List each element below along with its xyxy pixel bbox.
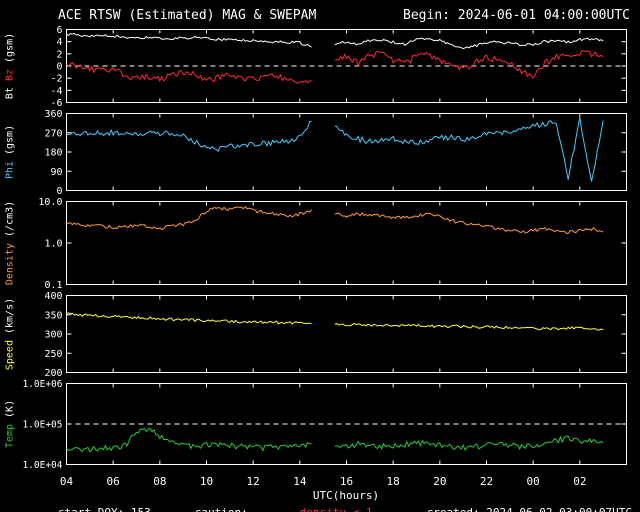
svg-text:10.0: 10.0 xyxy=(38,197,62,208)
svg-text:1.0E+05: 1.0E+05 xyxy=(22,420,62,431)
svg-text:6: 6 xyxy=(56,25,62,36)
svg-text:-2: -2 xyxy=(50,74,62,85)
header: ACE RTSW (Estimated) MAG & SWEPAM Begin:… xyxy=(0,0,640,29)
plot-density: 10.0 1.0 0.1 xyxy=(38,197,627,291)
svg-text:400: 400 xyxy=(44,291,62,302)
caution-label: caution: xyxy=(195,506,248,512)
mag-units-label: (gsm) xyxy=(4,32,16,63)
x-tick-label: 20 xyxy=(433,475,447,488)
start-doy-label: start DOY: 153 xyxy=(58,506,151,512)
x-tick-label: 22 xyxy=(479,475,494,488)
svg-text:-4: -4 xyxy=(50,86,62,97)
svg-text:90: 90 xyxy=(50,167,62,178)
svg-text:1.0E+06: 1.0E+06 xyxy=(22,379,62,390)
svg-text:180: 180 xyxy=(44,148,62,159)
caution-value: density < 1 xyxy=(300,506,373,512)
plot-temp: 1.0E+06 1.0E+05 1.0E+04 xyxy=(22,379,627,471)
bt-axis-label: Bt xyxy=(4,81,16,100)
footer: start DOY: 153 caution: density < 1 crea… xyxy=(0,503,640,512)
plot-phi: 360 270 180 90 0 xyxy=(44,109,627,197)
plot-mag-bt-bz: 642 0-2-4-6 xyxy=(50,25,627,109)
speed-axis-label: Speed xyxy=(4,334,16,371)
x-tick-label: 02 xyxy=(573,475,587,488)
temp-units-label: (K) xyxy=(4,399,16,418)
temp-axis-label: Temp xyxy=(4,417,16,449)
y-axis-label-mag: Bt Bz (gsm) xyxy=(0,29,20,103)
svg-text:200: 200 xyxy=(44,368,62,379)
x-tick-label: 16 xyxy=(339,475,354,488)
phi-units-label: (gsm) xyxy=(4,124,16,156)
page-title: ACE RTSW (Estimated) MAG & SWEPAM xyxy=(58,8,317,23)
x-tick-label: 06 xyxy=(106,475,120,488)
svg-text:4: 4 xyxy=(56,37,62,48)
x-tick-label: 08 xyxy=(153,475,167,488)
bz-axis-label: Bz xyxy=(4,62,16,82)
panel-phi: Phi (gsm) 360 270 180 90 0 xyxy=(0,109,640,197)
panel-speed: Speed (km/s) 400 350 300 250 200 xyxy=(0,291,640,379)
svg-text:1.0E+04: 1.0E+04 xyxy=(22,460,62,471)
phi-axis-label: Phi xyxy=(4,155,16,180)
y-axis-label-density: Density (/cm3) xyxy=(0,201,20,285)
density-axis-label: Density xyxy=(4,236,16,286)
density-units-label: (/cm3) xyxy=(4,200,16,237)
x-tick-label: 00 xyxy=(526,475,540,488)
svg-text:-6: -6 xyxy=(50,98,62,109)
x-tick-label: 18 xyxy=(386,475,400,488)
svg-text:1.0: 1.0 xyxy=(44,239,62,250)
svg-text:0: 0 xyxy=(56,186,62,197)
svg-text:350: 350 xyxy=(44,310,62,321)
svg-text:0: 0 xyxy=(56,62,62,73)
svg-text:0.1: 0.1 xyxy=(44,280,62,291)
y-axis-label-phi: Phi (gsm) xyxy=(0,113,20,191)
speed-units-label: (km/s) xyxy=(4,297,16,334)
y-axis-label-temp: Temp (K) xyxy=(0,383,20,465)
x-axis-title: UTC(hours) xyxy=(312,489,380,502)
x-tick-label: 14 xyxy=(293,475,307,488)
x-tick-label: 10 xyxy=(199,475,214,488)
svg-text:360: 360 xyxy=(44,109,62,120)
plot-speed: 400 350 300 250 200 xyxy=(44,291,627,379)
panel-temp: Temp (K) 1.0E+06 1.0E+05 1.0E+04 xyxy=(0,379,640,471)
x-tick-label: 12 xyxy=(246,475,260,488)
svg-text:250: 250 xyxy=(44,349,62,360)
y-axis-label-speed: Speed (km/s) xyxy=(0,295,20,373)
panel-density: Density (/cm3) 10.0 1.0 0.1 xyxy=(0,197,640,291)
x-axis-tick-labels: 04 06 08 10 12 14 16 18 20 22 00 02 xyxy=(0,475,640,489)
svg-text:2: 2 xyxy=(56,49,62,60)
x-tick-label: 04 xyxy=(59,475,74,488)
created-timestamp: created: 2024-06-02 03:00:07UTC xyxy=(427,506,632,512)
svg-text:300: 300 xyxy=(44,330,62,341)
panel-mag: Bt Bz (gsm) 6 4 2 0 -2 -4 -6 xyxy=(0,25,640,109)
begin-timestamp: Begin: 2024-06-01 04:00:00UTC xyxy=(403,8,630,23)
svg-text:270: 270 xyxy=(44,128,62,139)
